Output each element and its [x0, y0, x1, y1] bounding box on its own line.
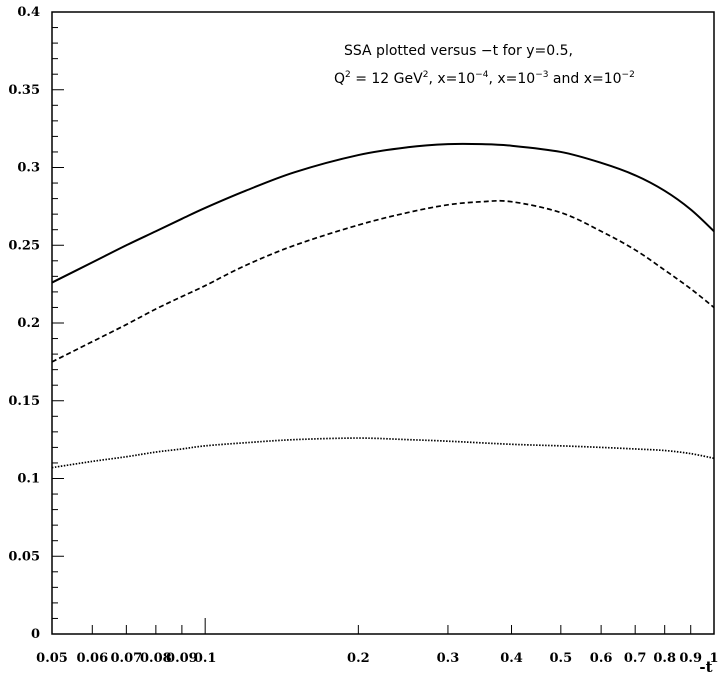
y-tick-label: 0.4 [17, 5, 40, 20]
annotation-gev-exp: 2 [423, 70, 429, 80]
x-tick-label: 0.9 [679, 651, 702, 666]
y-tick-label: 0.35 [8, 83, 40, 98]
annotation-q-exp: 2 [345, 70, 351, 80]
annotation-x3: and x=10 [548, 71, 621, 87]
chart-annotation: SSA plotted versus −t for y=0.5, Q2 = 12… [334, 43, 635, 87]
x-tick-label: 0.2 [347, 651, 370, 666]
x-tick-label: 0.6 [590, 651, 613, 666]
y-tick-label: 0.1 [17, 472, 40, 487]
x-axis-ticks: 0.05 0.06 0.070.080.090.1 0.2 0.3 0.4 0.5 0.6 0.… [36, 618, 718, 666]
y-tick-label: 0 [31, 627, 40, 642]
annotation-line-2: Q2 = 12 GeV2, x=10−4, x=10−3 and x=10−2 [334, 70, 635, 87]
x-axis-title: -t [699, 658, 712, 676]
y-tick-label: 0.2 [17, 316, 40, 331]
x-tick-label: 0.09 [166, 651, 198, 666]
annotation-x2-exp: −3 [535, 70, 548, 80]
series-line-dashed [51, 199, 715, 363]
x-tick-label: 0.1 [194, 651, 217, 666]
annotation-x1: , x=10 [428, 71, 475, 87]
x-tick-label: 0.07 [111, 651, 143, 666]
x-tick-label: 0.05 [36, 651, 68, 666]
y-tick-label: 0.15 [8, 394, 40, 409]
series-line-dotted [51, 437, 715, 469]
y-tick-label: 0.25 [8, 238, 40, 253]
annotation-q: Q [334, 71, 345, 87]
x-tick-label: 0.7 [624, 651, 647, 666]
x-tick-label: 0.8 [653, 651, 676, 666]
annotation-x1-exp: −4 [475, 70, 489, 80]
plot-frame [51, 11, 715, 635]
x-tick-label: 1 [709, 651, 718, 666]
x-tick-label: 0.06 [76, 651, 108, 666]
annotation-x3-exp: −2 [622, 70, 635, 80]
x-tick-label: 0.08 [140, 651, 172, 666]
y-tick-label: 0.3 [17, 161, 40, 176]
y-tick-label: 0.05 [8, 549, 40, 564]
annotation-x2: , x=10 [488, 71, 535, 87]
annotation-eq: = 12 GeV [351, 71, 423, 87]
x-tick-label: 0.5 [550, 651, 573, 666]
x-tick-label: 0.3 [437, 651, 460, 666]
series-layer [51, 142, 715, 469]
x-tick-label: 0.4 [500, 651, 523, 666]
y-axis-ticks: 0 0.05 0.1 0.15 0.2 0.25 0.3 0.35 0.4 [8, 5, 64, 642]
annotation-line-1: SSA plotted versus −t for y=0.5, [344, 43, 573, 59]
series-line-solid [51, 142, 715, 284]
